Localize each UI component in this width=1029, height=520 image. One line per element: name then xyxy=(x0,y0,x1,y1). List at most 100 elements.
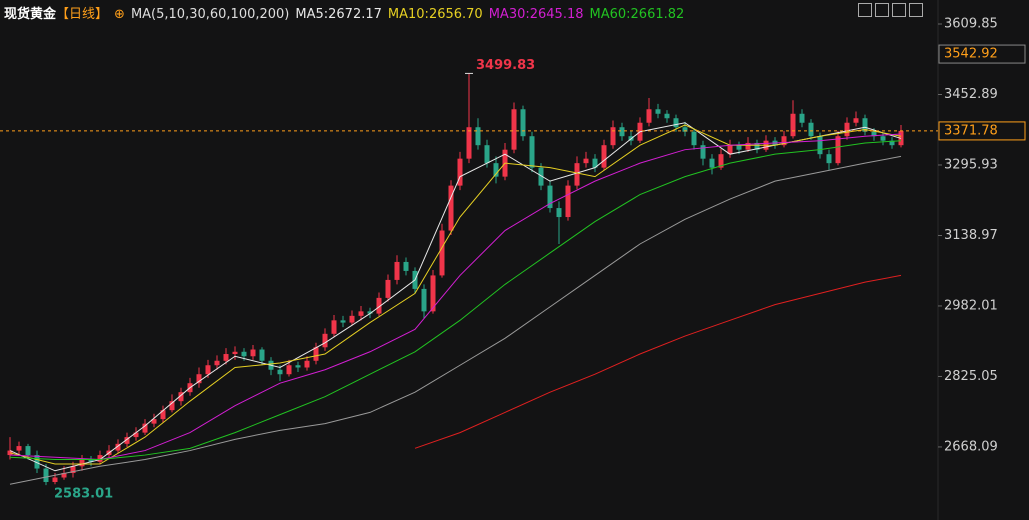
candle-body xyxy=(313,347,319,361)
candle-body xyxy=(835,136,841,164)
candle-body xyxy=(385,279,391,298)
tool-button[interactable] xyxy=(892,3,906,17)
candle-body xyxy=(70,466,76,474)
candle-body xyxy=(439,230,445,276)
candle-body xyxy=(286,365,292,375)
candle-body xyxy=(673,118,679,128)
candle-body xyxy=(889,140,895,146)
candle-body xyxy=(493,163,499,177)
candle-body xyxy=(736,145,742,150)
candle-body xyxy=(700,145,706,159)
candle-body xyxy=(817,136,823,155)
candle-body xyxy=(169,401,175,411)
candle-body xyxy=(556,208,562,218)
ma-line xyxy=(9,124,902,465)
candle-body xyxy=(304,360,310,368)
candle-body xyxy=(826,154,832,164)
ma-line xyxy=(9,122,902,472)
candle-body xyxy=(124,437,130,444)
candle-body xyxy=(754,142,760,150)
candle-body xyxy=(205,365,211,375)
candle-body xyxy=(664,113,670,119)
candle-body xyxy=(646,109,652,123)
candle-body xyxy=(340,320,346,323)
candle-body xyxy=(52,477,58,483)
candle-body xyxy=(367,311,373,314)
candle-body xyxy=(691,131,697,146)
candle-body xyxy=(88,459,94,462)
candle-body xyxy=(808,122,814,137)
candle-body xyxy=(25,446,31,456)
candle-body xyxy=(655,109,661,114)
candle-body xyxy=(601,145,607,168)
header: 现货黄金【日线】 ⊕ MA(5,10,30,60,100,200) MA5:2672.… xyxy=(4,3,696,22)
candle-body xyxy=(178,392,184,402)
legend-entry: MA30:2645.18 xyxy=(488,7,584,22)
candle-body xyxy=(484,145,490,164)
candle-body xyxy=(142,423,148,433)
y-tick-label: 3609.85 xyxy=(944,17,998,32)
y-tick-label: 2982.01 xyxy=(944,298,998,313)
candle-body xyxy=(448,185,454,231)
candle-body xyxy=(871,131,877,137)
candle-body xyxy=(547,185,553,209)
candle-body xyxy=(574,163,580,186)
candle-body xyxy=(277,369,283,375)
tool-button[interactable] xyxy=(909,3,923,17)
candle-body xyxy=(682,127,688,132)
candle-body xyxy=(880,136,886,141)
candle-body xyxy=(160,410,166,420)
candle-body xyxy=(61,473,67,478)
candle-body xyxy=(214,360,220,366)
candle-body xyxy=(538,167,544,186)
toolbar xyxy=(858,3,923,17)
candle-body xyxy=(349,315,355,323)
candle-body xyxy=(421,288,427,312)
ma-line xyxy=(414,274,902,449)
legend: MA5:2672.17 MA10:2656.70 MA30:2645.18 MA60:… xyxy=(295,7,690,22)
candle-body xyxy=(223,354,229,361)
indicator-icon[interactable]: ⊕ xyxy=(114,7,125,22)
tool-button[interactable] xyxy=(875,3,889,17)
candle-body xyxy=(583,158,589,164)
candle-body xyxy=(43,468,49,483)
last-price-label: 3371.78 xyxy=(944,123,998,138)
candle-body xyxy=(97,455,103,462)
candle-body xyxy=(862,118,868,132)
y-tick-label: 2825.05 xyxy=(944,369,998,384)
y-tick-label: 2668.09 xyxy=(944,439,998,454)
candle-body xyxy=(853,118,859,123)
candle-body xyxy=(322,333,328,348)
candle-body xyxy=(331,320,337,334)
candle-body xyxy=(844,122,850,137)
candle-body xyxy=(259,349,265,361)
candle-body xyxy=(430,275,436,312)
candle-body xyxy=(376,297,382,314)
y-tick-label: 3295.93 xyxy=(944,157,998,172)
marker-price-box xyxy=(938,44,1026,64)
candle-body xyxy=(475,127,481,146)
candle-body xyxy=(133,432,139,438)
candle-body xyxy=(79,459,85,467)
period[interactable]: 【日线】 xyxy=(56,7,109,22)
candle-body xyxy=(16,446,22,451)
symbol: 现货黄金 xyxy=(4,7,57,22)
ma-line xyxy=(9,133,902,461)
candle-body xyxy=(457,158,463,186)
indicator[interactable]: MA(5,10,30,60,100,200) xyxy=(130,7,290,22)
candle-body xyxy=(241,351,247,357)
candle-body xyxy=(511,109,517,150)
candle-body xyxy=(727,145,733,155)
candle-body xyxy=(592,158,598,168)
candle-body xyxy=(619,127,625,137)
candle-body xyxy=(250,349,256,357)
marker-price-label: 3542.92 xyxy=(944,47,998,62)
candle-body xyxy=(565,185,571,218)
legend-entry: MA10:2656.70 xyxy=(387,7,483,22)
candle-body xyxy=(295,365,301,368)
low-label: 2583.01 xyxy=(54,487,113,502)
candle-body xyxy=(745,142,751,150)
tool-button[interactable] xyxy=(858,3,872,17)
